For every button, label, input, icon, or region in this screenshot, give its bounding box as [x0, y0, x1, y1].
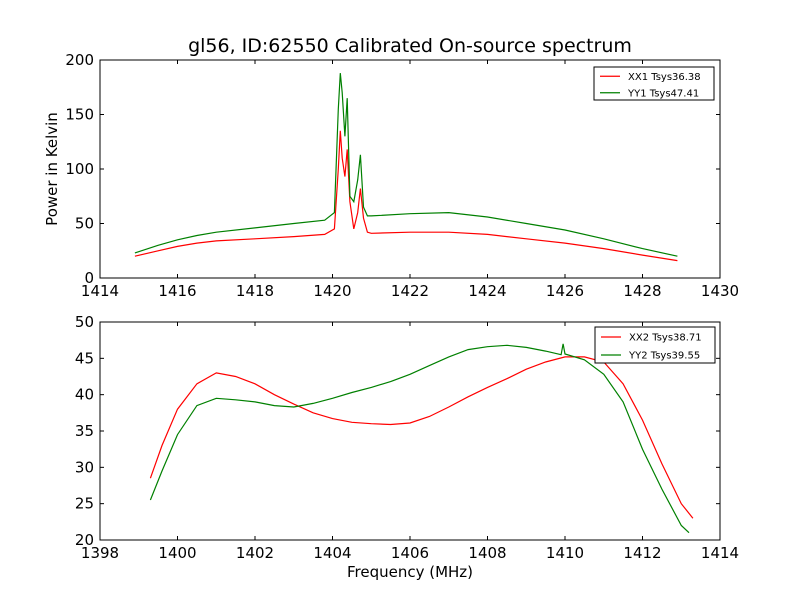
x-tick-label: 1408: [468, 544, 506, 562]
legend-box: [593, 66, 715, 101]
legend-entry: YY2 Tsys39.55: [628, 351, 700, 362]
x-tick-label: 1416: [158, 282, 196, 300]
x-tick-label: 1420: [313, 282, 351, 300]
y-tick-label: 100: [65, 160, 94, 178]
x-tick-label: 1418: [236, 282, 274, 300]
x-tick-label: 1398: [81, 544, 119, 562]
series-line-xx2: [149, 356, 694, 519]
x-tick-label: 1414: [81, 282, 119, 300]
legend: XX1 Tsys36.38 YY1 Tsys47.41: [593, 66, 715, 101]
series-line-xx1: [134, 130, 678, 262]
y-tick-label: 50: [75, 313, 94, 331]
bottom-plot: 1398 1400 1402 1404 1406 1408 1410 1412 1414 20 25…: [75, 313, 739, 562]
y-tick-label: 0: [84, 269, 94, 287]
legend: XX2 Tsys38.71 YY2 Tsys39.55: [594, 326, 716, 364]
figure-title: gl56, ID:62550 Calibrated On-source spec…: [188, 35, 632, 57]
y-tick-label: 45: [75, 349, 94, 367]
y-tick-label: 30: [75, 458, 94, 476]
x-tick-label: 1410: [546, 544, 584, 562]
x-tick-label: 1412: [623, 544, 661, 562]
x-tick-label: 1406: [391, 544, 429, 562]
x-tick-label: 1430: [701, 282, 739, 300]
x-tick-label: 1422: [391, 282, 429, 300]
x-tick-label: 1404: [313, 544, 351, 562]
legend-box: [594, 326, 716, 364]
x-tick-label: 1426: [546, 282, 584, 300]
x-tick-label: 1428: [623, 282, 661, 300]
top-plot: 1414 1416 1418 1420 1422 1424 1426 1428 1430 0 50 1…: [43, 51, 739, 300]
series-line-yy1: [134, 73, 678, 257]
legend-entry: XX2 Tsys38.71: [629, 333, 702, 344]
y-tick-label: 35: [75, 422, 94, 440]
x-tick-label: 1424: [468, 282, 506, 300]
x-tick-label: 1402: [236, 544, 274, 562]
x-tick-label: 1414: [701, 544, 739, 562]
y-tick-label: 150: [65, 106, 94, 124]
y-tick-label: 25: [75, 495, 94, 513]
series-line-yy2: [149, 343, 690, 534]
y-tick-label: 50: [75, 215, 94, 233]
legend-entry: YY1 Tsys47.41: [627, 88, 699, 99]
y-tick-label: 40: [75, 386, 94, 404]
x-axis-label: Frequency (MHz): [347, 563, 473, 581]
y-tick-label: 200: [65, 51, 94, 69]
x-tick-label: 1400: [158, 544, 196, 562]
y-axis-label: Power in Kelvin: [43, 112, 61, 226]
y-tick-label: 20: [75, 531, 94, 549]
legend-entry: XX1 Tsys36.38: [628, 72, 701, 83]
